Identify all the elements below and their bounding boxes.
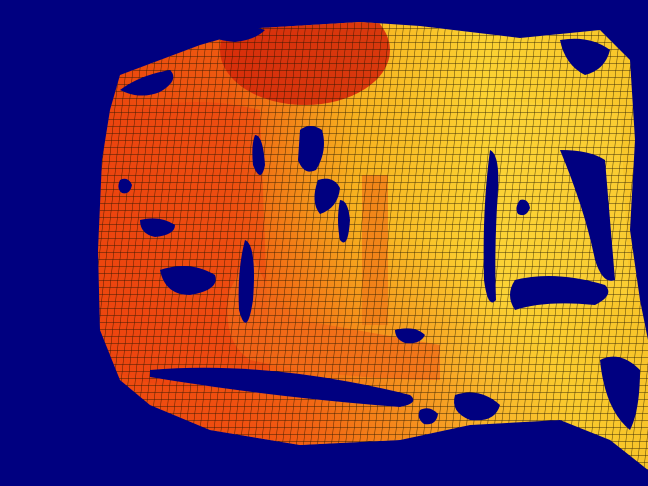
- depth-holes: [118, 25, 640, 430]
